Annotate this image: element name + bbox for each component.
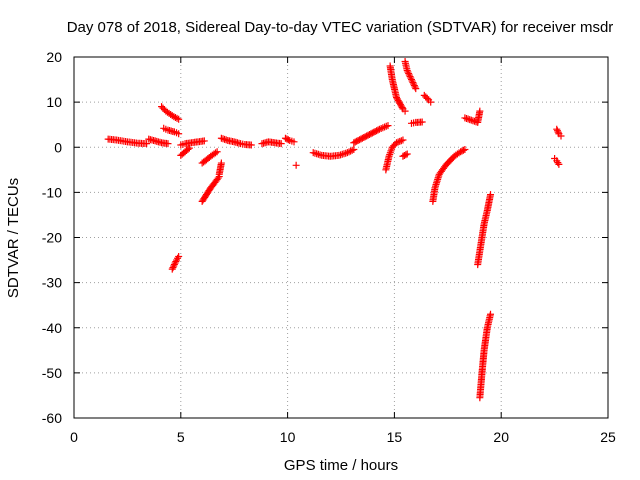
data-point bbox=[343, 149, 351, 157]
data-point bbox=[459, 146, 467, 154]
data-point bbox=[554, 159, 562, 167]
data-point bbox=[379, 124, 387, 132]
data-point bbox=[347, 147, 355, 155]
data-point bbox=[394, 138, 402, 146]
data-point bbox=[393, 139, 401, 147]
data-point bbox=[476, 107, 484, 115]
x-axis-label: GPS time / hours bbox=[284, 457, 398, 474]
data-point bbox=[408, 77, 416, 85]
plot-frame bbox=[73, 56, 609, 419]
data-point bbox=[461, 146, 469, 154]
y-tick-label: 20 bbox=[46, 49, 62, 65]
data-point bbox=[292, 161, 300, 169]
y-tick-label: -30 bbox=[42, 275, 62, 291]
y-tick-label: -50 bbox=[42, 365, 62, 381]
y-tick-label: -60 bbox=[42, 410, 62, 426]
data-point bbox=[403, 67, 411, 75]
grid bbox=[74, 57, 608, 418]
data-point bbox=[401, 107, 409, 115]
x-tick-label: 20 bbox=[493, 429, 509, 445]
data-point bbox=[200, 137, 208, 145]
data-point bbox=[290, 138, 298, 146]
data-points bbox=[104, 58, 565, 402]
data-point bbox=[374, 126, 382, 134]
data-point bbox=[168, 265, 176, 273]
data-point bbox=[404, 68, 412, 76]
data-point bbox=[173, 114, 181, 122]
data-point bbox=[345, 148, 353, 156]
data-point bbox=[412, 85, 420, 93]
x-tick-label: 10 bbox=[280, 429, 296, 445]
y-tick-label: -10 bbox=[42, 184, 62, 200]
data-point bbox=[410, 82, 418, 90]
data-point bbox=[396, 137, 404, 145]
data-point bbox=[554, 128, 562, 136]
data-point bbox=[169, 264, 177, 272]
chart-title: Day 078 of 2018, Sidereal Day-to-day VTE… bbox=[67, 19, 614, 36]
data-point bbox=[175, 115, 183, 123]
data-point bbox=[418, 118, 426, 126]
data-point bbox=[277, 140, 285, 148]
data-point bbox=[384, 122, 392, 130]
data-point bbox=[375, 125, 383, 133]
y-tick-label: 0 bbox=[54, 139, 62, 155]
data-point bbox=[164, 140, 172, 148]
x-tick-label: 15 bbox=[387, 429, 403, 445]
y-tick-label: -20 bbox=[42, 230, 62, 246]
data-point bbox=[171, 259, 179, 267]
data-point bbox=[377, 124, 385, 132]
data-point bbox=[407, 74, 415, 82]
data-point bbox=[170, 261, 178, 269]
data-point bbox=[405, 70, 413, 78]
data-point bbox=[382, 122, 390, 130]
data-point bbox=[553, 127, 561, 135]
data-point bbox=[284, 136, 292, 144]
data-point bbox=[175, 252, 183, 260]
data-point bbox=[398, 103, 406, 111]
data-point bbox=[423, 94, 431, 102]
data-point bbox=[350, 146, 358, 154]
data-point bbox=[553, 125, 561, 133]
data-point bbox=[407, 76, 415, 84]
data-point bbox=[217, 159, 225, 167]
data-point bbox=[185, 144, 193, 152]
data-point bbox=[427, 98, 435, 106]
y-axis-label: SDTVAR / TECUs bbox=[5, 178, 22, 298]
data-point bbox=[348, 146, 356, 154]
data-point bbox=[403, 150, 411, 158]
axis-ticks: 0 5 10 15 20 25 -60 -50 -40 -30 -20 -10 0 10 20 bbox=[42, 49, 616, 445]
data-point bbox=[402, 151, 410, 159]
data-point bbox=[170, 262, 178, 270]
data-point bbox=[487, 310, 495, 318]
data-point bbox=[487, 191, 495, 199]
x-tick-label: 5 bbox=[177, 429, 185, 445]
x-tick-label: 25 bbox=[600, 429, 616, 445]
data-point bbox=[175, 130, 183, 138]
data-point bbox=[406, 73, 414, 81]
data-point bbox=[397, 137, 405, 145]
y-tick-label: -40 bbox=[42, 320, 62, 336]
data-point bbox=[247, 141, 255, 149]
data-point bbox=[411, 83, 419, 91]
data-point bbox=[212, 149, 220, 157]
data-point bbox=[409, 79, 417, 87]
data-point bbox=[410, 80, 418, 88]
data-point bbox=[557, 132, 565, 140]
y-tick-label: 10 bbox=[46, 94, 62, 110]
data-point bbox=[405, 71, 413, 79]
data-point bbox=[143, 140, 151, 148]
data-point bbox=[399, 136, 407, 144]
data-point bbox=[213, 148, 221, 156]
data-point bbox=[381, 123, 389, 131]
data-point bbox=[184, 145, 192, 153]
x-tick-label: 0 bbox=[70, 429, 78, 445]
data-point bbox=[214, 174, 222, 182]
data-point bbox=[555, 160, 563, 168]
